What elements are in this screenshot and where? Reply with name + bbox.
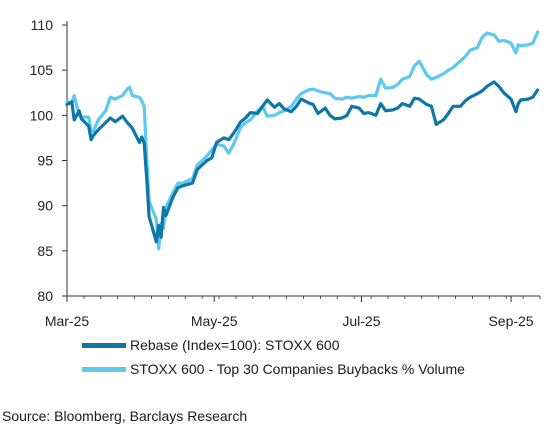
legend-label-buybacks: STOXX 600 - Top 30 Companies Buybacks % … [130, 361, 465, 377]
y-tick-label: 95 [37, 153, 53, 169]
y-tick-label: 80 [37, 288, 53, 304]
y-tick-label: 100 [30, 107, 54, 123]
source-note: Source: Bloomberg, Barclays Research [2, 408, 248, 424]
y-tick-label: 90 [37, 198, 53, 214]
y-tick-label: 105 [30, 62, 54, 78]
legend-item-buybacks: STOXX 600 - Top 30 Companies Buybacks % … [82, 357, 465, 381]
legend-swatch-stoxx600 [82, 342, 126, 348]
legend-item-stoxx600: Rebase (Index=100): STOXX 600 [82, 333, 465, 357]
legend: Rebase (Index=100): STOXX 600 STOXX 600 … [82, 333, 465, 381]
y-tick-label: 85 [37, 243, 53, 259]
y-axis: 80 85 90 95 100 105 110 [30, 17, 68, 304]
x-tick-label: Mar-25 [45, 313, 90, 329]
series-line-stoxx600 [65, 80, 540, 244]
x-tick-label: May-25 [191, 313, 238, 329]
legend-label-stoxx600: Rebase (Index=100): STOXX 600 [130, 337, 340, 353]
series-line-buybacks [65, 30, 540, 251]
x-axis: Mar-25 May-25 Jul-25 Sep-25 [45, 295, 541, 329]
x-tick-label: Sep-25 [488, 313, 533, 329]
plot-area [65, 30, 540, 251]
legend-swatch-buybacks [82, 366, 126, 372]
y-tick-label: 110 [31, 17, 54, 33]
line-chart: 80 85 90 95 100 105 110 Mar-25 May-25 Jul-25 Sep-… [30, 17, 541, 329]
x-tick-label: Jul-25 [342, 313, 380, 329]
